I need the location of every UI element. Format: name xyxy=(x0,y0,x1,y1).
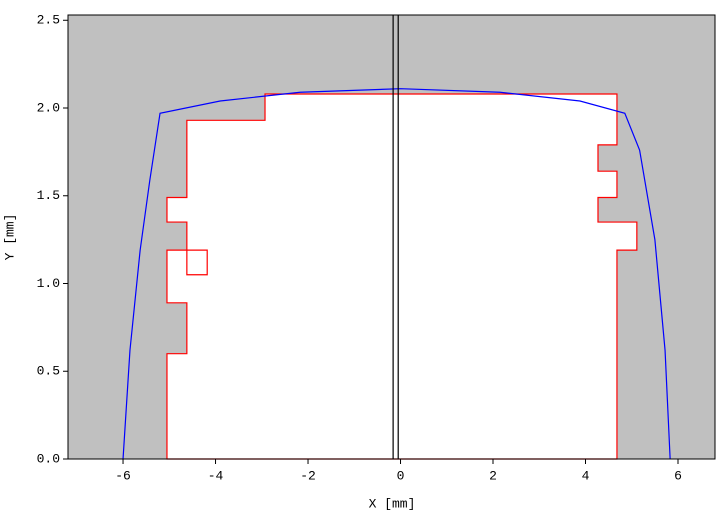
x-tick-label: 0 xyxy=(397,468,405,483)
y-tick-label: 0.5 xyxy=(37,364,60,379)
data-line xyxy=(166,93,638,460)
y-tick-label: 1.5 xyxy=(37,188,60,203)
x-tick-label: 4 xyxy=(582,468,590,483)
x-tick-label: -4 xyxy=(208,468,224,483)
x-tick-label: -6 xyxy=(115,468,131,483)
y-tick-label: 0.0 xyxy=(37,451,60,466)
y-tick-label: 2.0 xyxy=(37,100,60,115)
y-axis-label: Y [mm] xyxy=(2,214,17,261)
y-tick-label: 2.5 xyxy=(37,13,60,28)
x-tick-label: 6 xyxy=(674,468,682,483)
x-tick-label: 2 xyxy=(489,468,497,483)
x-tick-label: -2 xyxy=(300,468,316,483)
x-axis-label: X [mm] xyxy=(369,496,416,511)
plot-frame xyxy=(67,14,716,460)
data-line xyxy=(122,88,671,460)
y-tick-label: 1.0 xyxy=(37,276,60,291)
